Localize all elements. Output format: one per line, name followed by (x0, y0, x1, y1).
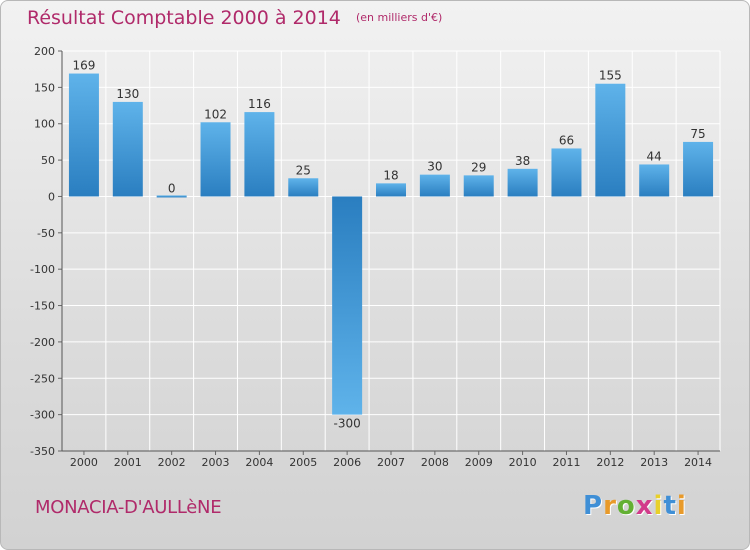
x-tick-label-2008: 2008 (421, 456, 449, 469)
x-tick-label-2005: 2005 (289, 456, 317, 469)
logo-letter: P (583, 491, 604, 521)
bar-2013 (639, 164, 670, 197)
y-tick-label: -300 (30, 409, 55, 422)
logo-letter: i (653, 491, 664, 521)
value-label-2001: 130 (116, 87, 139, 101)
value-label-2006: -300 (334, 417, 361, 431)
bar-2011 (551, 148, 582, 197)
x-tick-label-2013: 2013 (640, 456, 668, 469)
bars-layer (68, 73, 714, 415)
value-label-2009: 29 (471, 160, 486, 174)
y-tick-label: 100 (34, 118, 55, 131)
value-label-2000: 169 (72, 59, 95, 73)
bar-2001 (112, 101, 143, 197)
bar-2002 (156, 195, 187, 198)
bar-2000 (68, 73, 99, 197)
value-label-2014: 75 (690, 127, 705, 141)
value-label-2013: 44 (647, 149, 662, 163)
y-tick-label: -150 (30, 300, 55, 313)
logo-letter: r (603, 491, 617, 521)
bar-2009 (463, 175, 494, 197)
bar-2010 (507, 168, 538, 197)
labels-layer: 200 150 100 50 0 -50 -100 -150 -200 -250 -300 -350 1… (30, 45, 712, 469)
x-tick-label-2011: 2011 (552, 456, 580, 469)
bar-2003 (200, 122, 231, 197)
x-tick-label-2010: 2010 (509, 456, 537, 469)
chart-title: Résultat Comptable 2000 à 2014 (27, 7, 341, 29)
x-tick-label-2006: 2006 (333, 456, 361, 469)
value-label-2002: 0 (168, 181, 176, 195)
value-label-2005: 25 (296, 163, 311, 177)
bar-2005 (288, 178, 319, 197)
proxiti-logo: Proxiti (583, 491, 687, 521)
x-tick-label-2000: 2000 (70, 456, 98, 469)
x-tick-label-2009: 2009 (465, 456, 493, 469)
y-tick-label: -250 (30, 372, 55, 385)
y-tick-label: -100 (30, 263, 55, 276)
chart-unit: (en milliers d'€) (355, 11, 443, 24)
bar-2008 (419, 174, 450, 197)
y-tick-label: 150 (34, 81, 55, 94)
value-label-2008: 30 (427, 160, 442, 174)
commune-name: MONACIA-D'AULLèNE (35, 497, 222, 518)
title-block: Résultat Comptable 2000 à 2014 (en milli… (27, 7, 442, 29)
value-label-2003: 102 (204, 107, 227, 121)
bar-2007 (376, 183, 406, 197)
y-tick-label: -50 (37, 227, 55, 240)
value-label-2010: 38 (515, 154, 530, 168)
logo-letter: i (676, 491, 687, 521)
value-label-2004: 116 (248, 97, 271, 111)
x-tick-label-2004: 2004 (245, 456, 273, 469)
y-tick-label: 50 (41, 154, 55, 167)
logo-letter: x (635, 491, 654, 521)
bar-2006 (332, 196, 363, 415)
x-tick-label-2001: 2001 (114, 456, 142, 469)
bar-2014 (683, 141, 714, 197)
x-tick-label-2007: 2007 (377, 456, 405, 469)
value-label-2007: 18 (383, 168, 398, 182)
value-label-2012: 155 (599, 69, 622, 83)
bar-2012 (595, 83, 626, 197)
y-tick-label: -200 (30, 336, 55, 349)
y-tick-label: 0 (48, 190, 55, 203)
bar-2004 (244, 112, 275, 197)
x-tick-label-2002: 2002 (158, 456, 186, 469)
x-tick-label-2014: 2014 (684, 456, 712, 469)
y-tick-label: 200 (34, 45, 55, 58)
x-tick-label-2012: 2012 (596, 456, 624, 469)
logo-letter: o (616, 491, 636, 521)
logo-letter: t (663, 491, 677, 521)
y-tick-label: -350 (30, 445, 55, 458)
value-label-2011: 66 (559, 133, 574, 147)
x-tick-label-2003: 2003 (202, 456, 230, 469)
